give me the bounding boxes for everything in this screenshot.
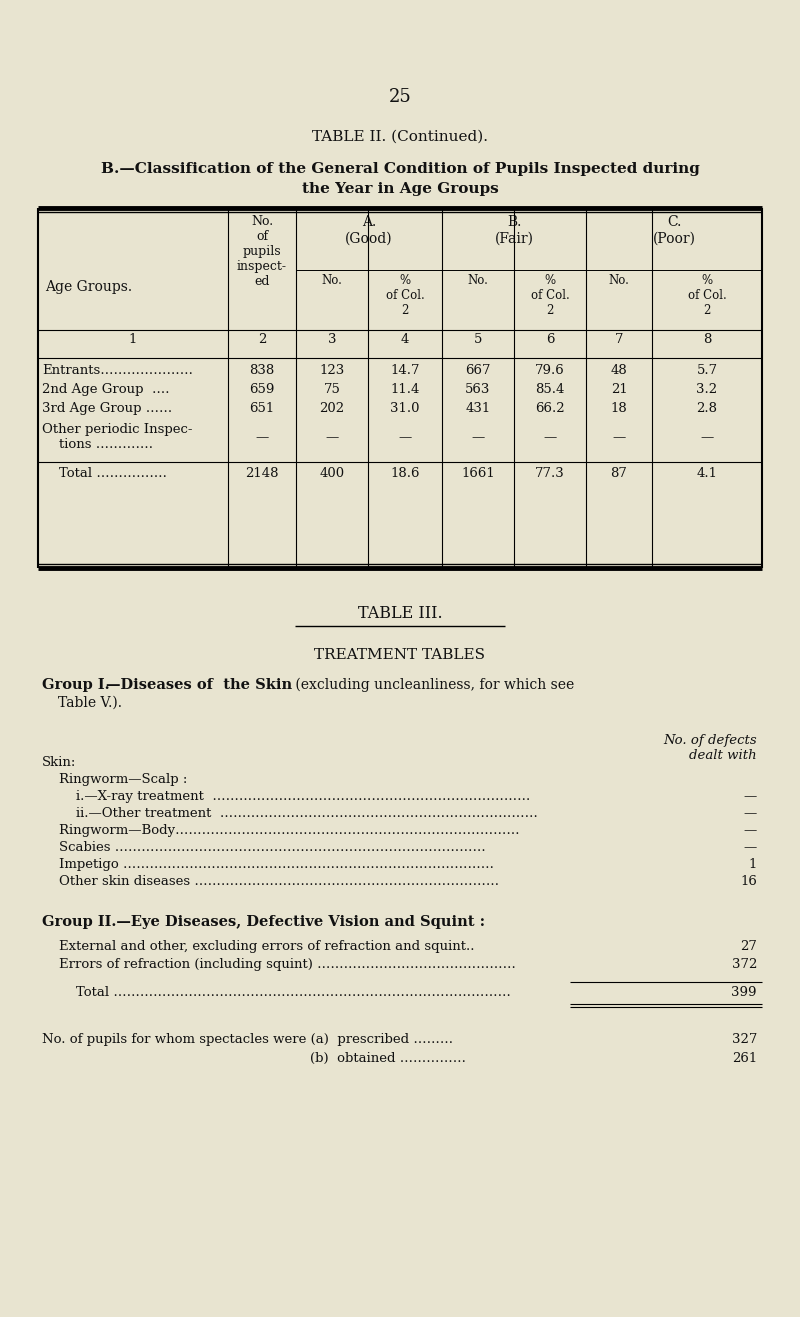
- Text: TABLE II. (Continued).: TABLE II. (Continued).: [312, 130, 488, 144]
- Text: —: —: [543, 431, 557, 444]
- Text: i.—X-ray treatment  ………………………………………………………………: i.—X-ray treatment …………………………………………………………: [42, 790, 530, 803]
- Text: Other periodic Inspec-
    tions ………….: Other periodic Inspec- tions ………….: [42, 423, 193, 450]
- Text: 3.2: 3.2: [697, 383, 718, 396]
- Text: %
of Col.
2: % of Col. 2: [386, 274, 424, 317]
- Text: 2148: 2148: [246, 468, 278, 479]
- Text: No.: No.: [467, 274, 489, 287]
- Text: 79.6: 79.6: [535, 363, 565, 377]
- Text: 5.7: 5.7: [697, 363, 718, 377]
- Text: 75: 75: [323, 383, 341, 396]
- Text: 16: 16: [740, 874, 757, 888]
- Text: —: —: [744, 824, 757, 838]
- Text: Ringworm—Scalp :: Ringworm—Scalp :: [42, 773, 187, 786]
- Text: 4: 4: [401, 333, 409, 346]
- Text: 261: 261: [732, 1052, 757, 1065]
- Text: 66.2: 66.2: [535, 402, 565, 415]
- Text: Ringworm—Body……………………………………………………………………: Ringworm—Body……………………………………………………………………: [42, 824, 520, 838]
- Text: ii.—Other treatment  ………………………………………………………………: ii.—Other treatment ………………………………………………………: [42, 807, 538, 820]
- Text: 48: 48: [610, 363, 627, 377]
- Text: Total ………………………………………………………………………………: Total ………………………………………………………………………………: [42, 986, 511, 1000]
- Text: 21: 21: [610, 383, 627, 396]
- Text: 8: 8: [703, 333, 711, 346]
- Text: 4.1: 4.1: [697, 468, 718, 479]
- Text: 659: 659: [250, 383, 274, 396]
- Text: No.: No.: [322, 274, 342, 287]
- Text: 1661: 1661: [461, 468, 495, 479]
- Text: 327: 327: [732, 1033, 757, 1046]
- Text: 1: 1: [129, 333, 137, 346]
- Text: —: —: [700, 431, 714, 444]
- Text: 3rd Age Group ……: 3rd Age Group ……: [42, 402, 172, 415]
- Text: 3: 3: [328, 333, 336, 346]
- Text: 2: 2: [258, 333, 266, 346]
- Text: 651: 651: [250, 402, 274, 415]
- Text: 202: 202: [319, 402, 345, 415]
- Text: No. of pupils for whom spectacles were (a)  prescribed ………: No. of pupils for whom spectacles were (…: [42, 1033, 453, 1046]
- Text: 18.6: 18.6: [390, 468, 420, 479]
- Text: —: —: [471, 431, 485, 444]
- Text: 14.7: 14.7: [390, 363, 420, 377]
- Text: Total …………….: Total …………….: [42, 468, 167, 479]
- Text: No.: No.: [609, 274, 630, 287]
- Text: —: —: [744, 807, 757, 820]
- Text: TREATMENT TABLES: TREATMENT TABLES: [314, 648, 486, 662]
- Text: 123: 123: [319, 363, 345, 377]
- Text: the Year in Age Groups: the Year in Age Groups: [302, 182, 498, 196]
- Text: A.
(Good): A. (Good): [345, 215, 393, 245]
- Text: No.
of
pupils
inspect-
ed: No. of pupils inspect- ed: [237, 215, 287, 288]
- Text: 77.3: 77.3: [535, 468, 565, 479]
- Text: 7: 7: [614, 333, 623, 346]
- Text: 1: 1: [749, 857, 757, 871]
- Text: Scabies …………………………………………………………………………: Scabies …………………………………………………………………………: [42, 842, 486, 853]
- Text: 6: 6: [546, 333, 554, 346]
- Text: 25: 25: [389, 88, 411, 105]
- Text: C.
(Poor): C. (Poor): [653, 215, 695, 245]
- Text: B.—Classification of the General Condition of Pupils Inspected during: B.—Classification of the General Conditi…: [101, 162, 699, 176]
- Text: —: —: [398, 431, 412, 444]
- Text: Impetigo …………………………………………………………………………: Impetigo …………………………………………………………………………: [42, 857, 494, 871]
- Text: 31.0: 31.0: [390, 402, 420, 415]
- Text: Other skin diseases ……………………………………………………………: Other skin diseases ………………………………………………………: [42, 874, 499, 888]
- Text: %
of Col.
2: % of Col. 2: [530, 274, 570, 317]
- Text: 563: 563: [466, 383, 490, 396]
- Text: Group II.—Eye Diseases, Defective Vision and Squint :: Group II.—Eye Diseases, Defective Vision…: [42, 915, 485, 928]
- Text: 5: 5: [474, 333, 482, 346]
- Text: 838: 838: [250, 363, 274, 377]
- Text: Errors of refraction (including squint) ………………………………………: Errors of refraction (including squint) …: [42, 957, 516, 971]
- Text: 667: 667: [466, 363, 490, 377]
- Text: Skin:: Skin:: [42, 756, 76, 769]
- Text: —Diseases of  the Skin: —Diseases of the Skin: [106, 678, 292, 691]
- Text: 87: 87: [610, 468, 627, 479]
- Text: Table V.).: Table V.).: [58, 695, 122, 710]
- Text: —: —: [255, 431, 269, 444]
- Text: 27: 27: [740, 940, 757, 954]
- Text: 85.4: 85.4: [535, 383, 565, 396]
- Text: External and other, excluding errors of refraction and squint..: External and other, excluding errors of …: [42, 940, 474, 954]
- Text: (excluding uncleanliness, for which see: (excluding uncleanliness, for which see: [291, 678, 574, 693]
- Text: 11.4: 11.4: [390, 383, 420, 396]
- Text: 2.8: 2.8: [697, 402, 718, 415]
- Text: 399: 399: [731, 986, 757, 1000]
- Text: TABLE III.: TABLE III.: [358, 605, 442, 622]
- Text: %
of Col.
2: % of Col. 2: [688, 274, 726, 317]
- Text: Group I.: Group I.: [42, 678, 110, 691]
- Text: 372: 372: [732, 957, 757, 971]
- Text: 400: 400: [319, 468, 345, 479]
- Text: —: —: [326, 431, 338, 444]
- Text: B.
(Fair): B. (Fair): [494, 215, 534, 245]
- Text: —: —: [744, 842, 757, 853]
- Text: 431: 431: [466, 402, 490, 415]
- Text: 18: 18: [610, 402, 627, 415]
- Text: Entrants…………………: Entrants…………………: [42, 363, 193, 377]
- Text: —: —: [612, 431, 626, 444]
- Text: —: —: [744, 790, 757, 803]
- Text: (b)  obtained ……………: (b) obtained ……………: [310, 1052, 466, 1065]
- Text: No. of defects
dealt with: No. of defects dealt with: [663, 734, 757, 763]
- Text: Age Groups.: Age Groups.: [45, 281, 132, 294]
- Text: 2nd Age Group  ….: 2nd Age Group ….: [42, 383, 170, 396]
